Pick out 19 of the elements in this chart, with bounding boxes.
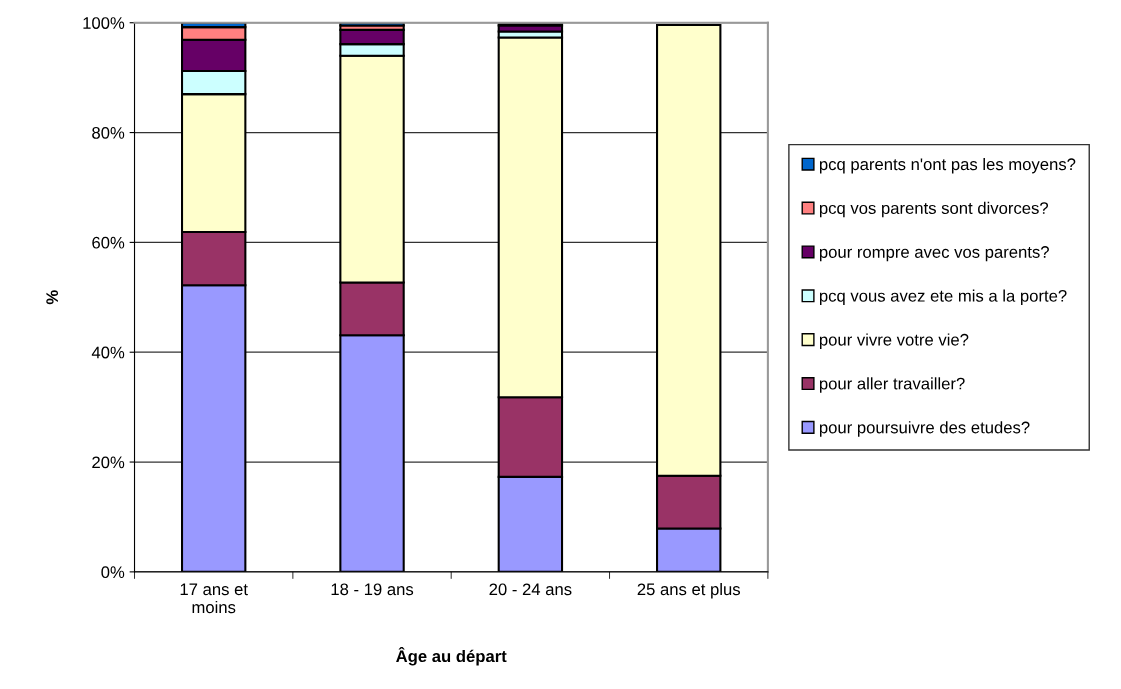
legend-label: pour vivre votre vie? <box>819 333 969 349</box>
x-axis-title: Âge au départ <box>396 647 507 666</box>
x-tick-label: 20 - 24 ans <box>489 583 572 596</box>
y-tick-label: 0% <box>101 566 125 579</box>
legend-label: pcq vos parents sont divorces? <box>819 201 1049 218</box>
legend-label: pour poursuivre des etudes? <box>819 421 1030 437</box>
x-tick-label: 18 - 19 ans <box>331 583 414 596</box>
y-tick-label: 80% <box>92 126 125 139</box>
x-tick-label: 25 ans et plus <box>637 582 740 599</box>
x-tick-label: 17 ans et moins <box>180 583 248 614</box>
y-tick-label: 40% <box>91 346 125 359</box>
legend-label: pcq parents n'ont pas les moyens? <box>819 157 1076 174</box>
legend-label: pour rompre avec vos parents? <box>819 246 1049 262</box>
y-tick-label: 20% <box>92 456 125 469</box>
y-tick-label: 60% <box>92 236 125 249</box>
legend-label: pour aller travailler? <box>819 377 965 393</box>
y-axis-title: % <box>46 290 59 305</box>
legend-label: pcq vous avez ete mis a la porte? <box>819 289 1067 306</box>
y-tick-label: 100% <box>83 17 125 29</box>
